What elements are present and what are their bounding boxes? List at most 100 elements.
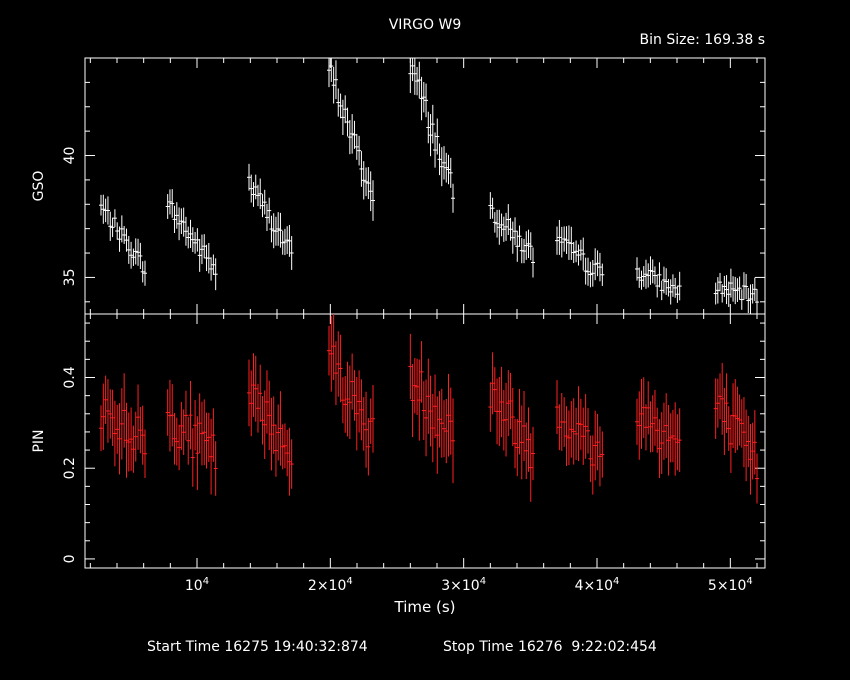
data-point xyxy=(247,359,251,427)
data-point xyxy=(131,425,136,473)
data-point xyxy=(643,259,648,289)
data-point xyxy=(174,202,179,229)
data-point xyxy=(359,151,364,187)
data-point xyxy=(728,414,733,473)
data-point xyxy=(129,241,134,269)
data-point xyxy=(600,263,605,286)
data-point xyxy=(519,405,524,480)
data-point xyxy=(179,208,184,235)
data-point xyxy=(264,370,269,434)
data-point xyxy=(635,257,639,281)
data-point xyxy=(262,390,267,459)
data-point xyxy=(433,374,438,439)
data-point xyxy=(737,276,742,300)
data-point xyxy=(199,401,204,466)
data-point xyxy=(664,393,669,458)
data-point xyxy=(499,366,504,438)
data-point xyxy=(513,217,518,246)
data-point xyxy=(564,226,569,254)
data-point xyxy=(345,107,350,137)
data-point xyxy=(741,397,746,468)
data-point xyxy=(583,257,588,285)
data-point xyxy=(276,404,281,461)
data-point xyxy=(499,213,504,237)
data-point xyxy=(646,381,651,435)
data-point xyxy=(583,394,588,459)
data-point xyxy=(258,178,263,210)
data-point xyxy=(99,405,103,452)
data-point xyxy=(190,227,195,253)
data-point xyxy=(117,226,122,252)
data-point xyxy=(329,316,334,392)
data-point xyxy=(657,419,662,479)
data-point xyxy=(569,401,574,458)
data-point xyxy=(115,404,120,454)
data-point xyxy=(273,216,278,246)
data-point xyxy=(737,394,742,446)
data-point xyxy=(197,393,202,454)
data-point xyxy=(269,397,274,471)
data-point xyxy=(352,120,357,149)
data-point xyxy=(559,226,564,258)
data-point xyxy=(255,184,260,207)
data-point xyxy=(439,388,444,458)
data-point xyxy=(755,288,759,314)
data-point xyxy=(199,234,204,265)
data-point xyxy=(522,390,527,462)
data-point xyxy=(197,238,202,272)
data-point xyxy=(105,196,110,225)
data-point xyxy=(726,406,731,451)
data-point xyxy=(641,266,646,287)
y-tick-label: 0.2 xyxy=(62,457,78,479)
data-point xyxy=(140,261,145,283)
data-point xyxy=(510,221,515,254)
data-point xyxy=(366,167,371,200)
data-point xyxy=(497,209,502,245)
data-point xyxy=(657,262,662,288)
data-point xyxy=(253,355,258,422)
data-point xyxy=(731,276,736,302)
data-point xyxy=(206,242,211,274)
data-point xyxy=(578,398,583,450)
data-point xyxy=(424,83,429,118)
data-point xyxy=(412,58,417,95)
data-point xyxy=(588,435,593,483)
data-point xyxy=(526,407,531,472)
data-point xyxy=(650,395,655,453)
data-point xyxy=(110,217,115,238)
data-point xyxy=(126,412,131,472)
data-point xyxy=(428,114,433,157)
data-point xyxy=(336,88,341,117)
data-point xyxy=(408,333,413,400)
data-point xyxy=(193,400,198,451)
data-point xyxy=(576,244,581,266)
data-point xyxy=(639,378,644,449)
data-point xyxy=(492,212,497,233)
data-point xyxy=(430,393,435,463)
data-point xyxy=(177,424,182,471)
data-point xyxy=(439,147,444,187)
data-point xyxy=(101,383,106,450)
data-point xyxy=(136,238,141,266)
data-point xyxy=(211,254,216,275)
data-point xyxy=(566,410,571,466)
data-point xyxy=(600,431,605,478)
data-point xyxy=(597,252,602,282)
data-point xyxy=(347,365,352,440)
data-point xyxy=(262,189,267,215)
data-point xyxy=(352,370,357,421)
data-point xyxy=(258,364,263,422)
data-point xyxy=(410,363,415,438)
data-point xyxy=(289,439,294,489)
stop-time-label: Stop Time 16276 9:22:02:454 xyxy=(443,639,657,655)
data-point xyxy=(206,412,211,462)
data-point xyxy=(597,426,602,487)
data-point xyxy=(331,314,336,381)
data-point xyxy=(733,379,738,453)
data-point xyxy=(724,275,729,305)
data-point xyxy=(590,259,595,287)
data-point xyxy=(728,268,733,298)
data-point xyxy=(648,256,653,285)
data-point xyxy=(675,414,680,471)
data-point xyxy=(140,405,145,465)
